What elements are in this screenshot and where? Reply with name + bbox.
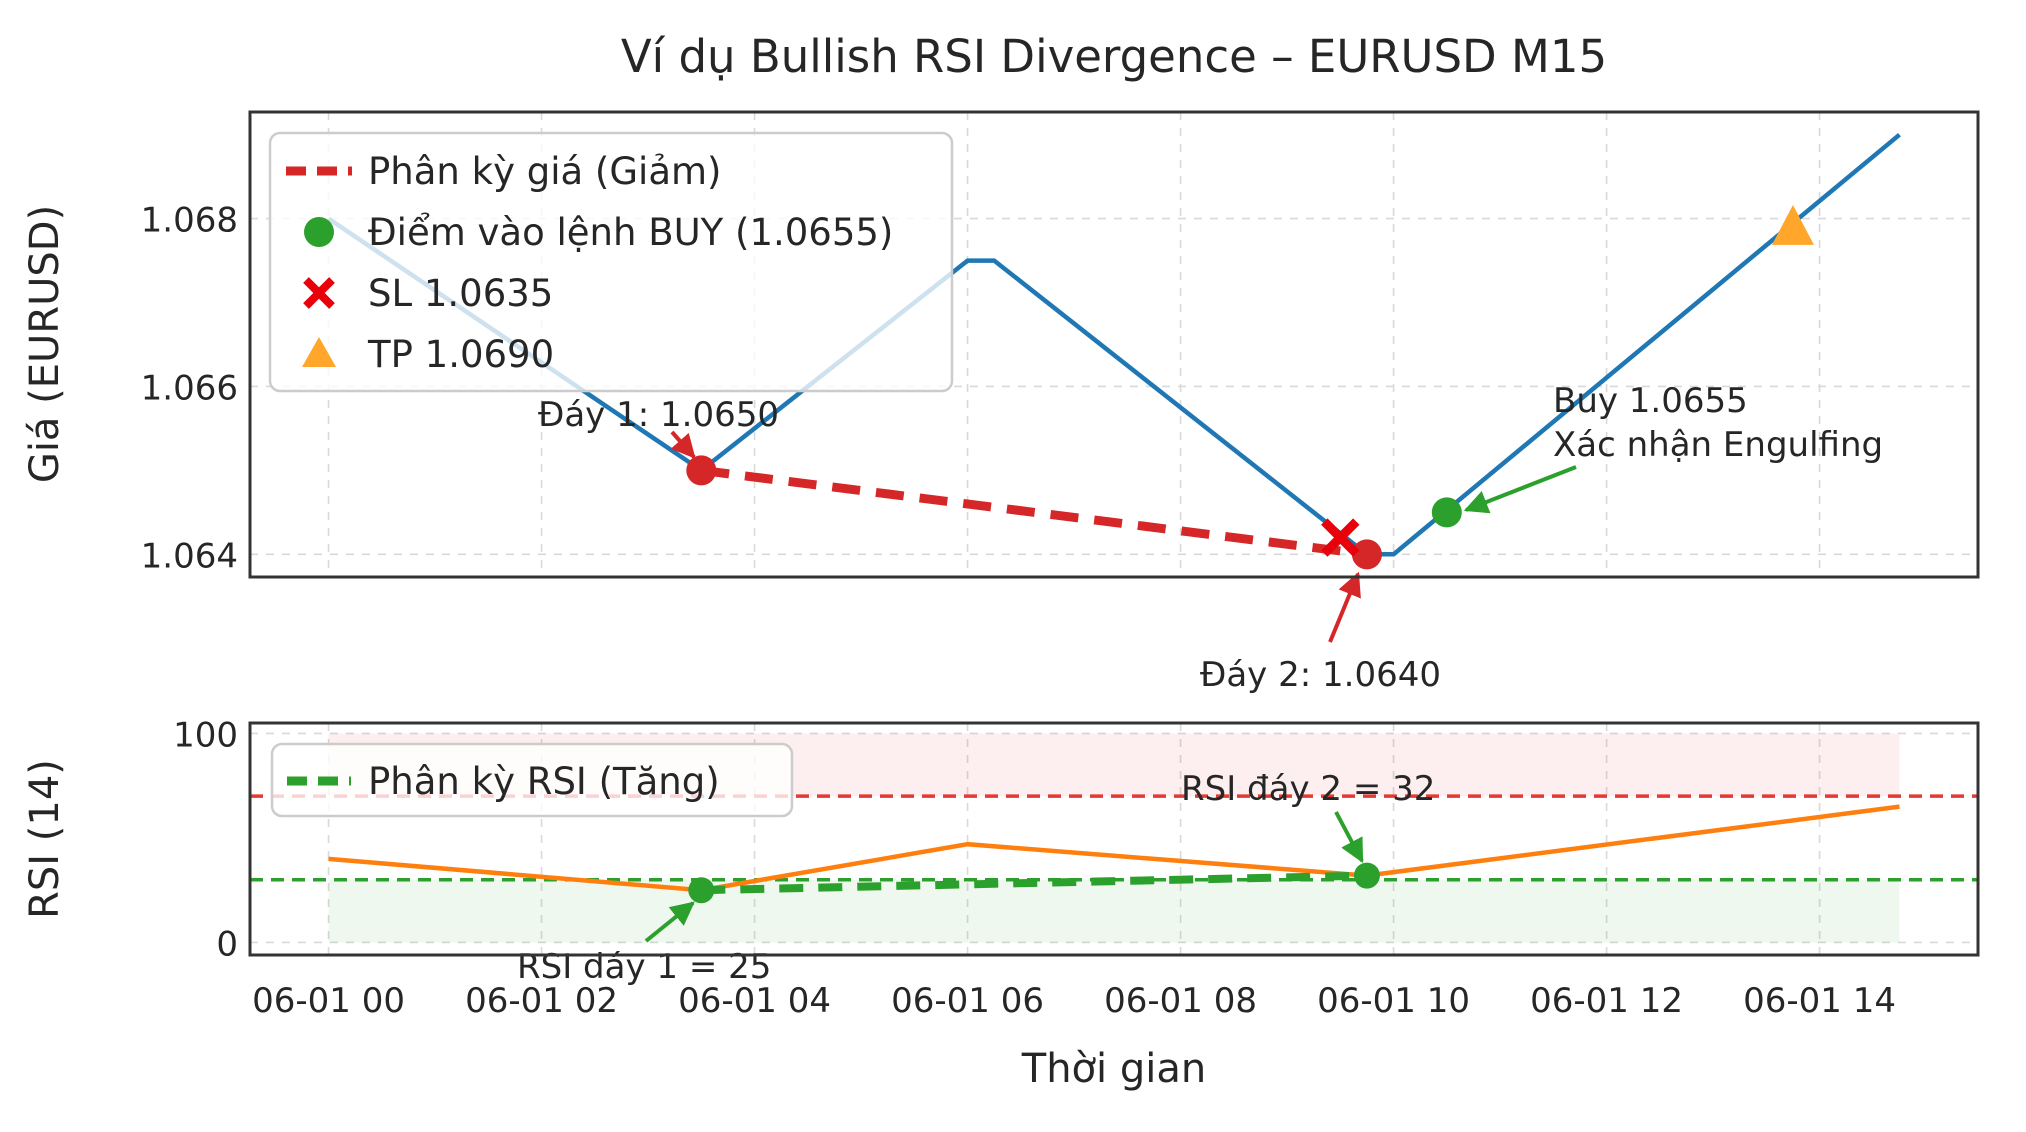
x-tick-label: 06-01 10 [1317, 981, 1470, 1021]
price-y-tick-label: 1.066 [141, 368, 238, 408]
axes-spines [248, 110, 1980, 957]
annotation-bottom-2: Đáy 2: 1.0640 [1200, 571, 1441, 695]
bottom-1-dot [686, 455, 717, 486]
annotation-arrow [644, 901, 695, 943]
rsi-panel-border [248, 721, 1980, 957]
legend-swatch-red-x [303, 277, 335, 309]
annotation-arrow [1334, 811, 1364, 864]
rsi-divergence-line [701, 871, 1367, 895]
rsi-y-axis-label: RSI (14) [22, 759, 68, 919]
take-profit-triangle [1771, 204, 1814, 245]
rsi-y-tick-label: 100 [173, 715, 238, 755]
legend-frame [268, 131, 954, 393]
oversold-zone [328, 879, 1900, 943]
annotation-text: RSI đáy 2 = 32 [1181, 769, 1435, 809]
rsi-bottom-1-dot [688, 877, 715, 904]
gridlines [250, 112, 1978, 955]
x-tick-label: 06-01 02 [465, 981, 618, 1021]
price-y-axis-label: Giá (EURUSD) [22, 205, 68, 483]
annotation-text: Đáy 2: 1.0640 [1200, 655, 1441, 695]
x-tick-label: 06-01 08 [1104, 981, 1257, 1021]
annotations: Đáy 1: 1.0650 Đáy 2: 1.0640 Buy 1.0655Xác … [517, 381, 1883, 987]
price-y-tick-label: 1.068 [141, 201, 238, 241]
annotation-text: Đáy 1: 1.0650 [538, 395, 779, 435]
annotation-rsi-bottom-2: RSI đáy 2 = 32 [1181, 769, 1435, 864]
x-tick-label: 06-01 12 [1530, 981, 1683, 1021]
legend-box: Phân kỳ giá (Giảm) Điểm vào lệnh BUY (1.0… [268, 131, 954, 393]
legend-item-label: SL 1.0635 [368, 272, 553, 315]
legend-item-label: Điểm vào lệnh BUY (1.0655) [368, 211, 893, 254]
trade-markers [686, 204, 1814, 904]
price-panel-border [248, 110, 1980, 579]
rsi-y-tick-label: 0 [216, 924, 238, 964]
price-divergence-line [700, 465, 1368, 559]
x-tick-label: 06-01 00 [252, 981, 405, 1021]
stop-loss-x [1321, 518, 1360, 557]
legend-box: Phân kỳ RSI (Tăng) [270, 742, 794, 818]
tick-labels: 1.068 1.066 1.064 100 0 06-01 00 06-01 02 06-01… [141, 201, 1896, 1021]
bottom-2-dot [1351, 539, 1382, 570]
buy-entry-dot [1431, 497, 1462, 528]
rsi-bottom-2-dot [1353, 862, 1380, 889]
annotation-text: Buy 1.0655 [1553, 381, 1748, 421]
rsi-line [328, 804, 1900, 893]
x-tick-label: 06-01 06 [891, 981, 1044, 1021]
annotation-arrow [1328, 571, 1361, 643]
annotation-bottom-1: Đáy 1: 1.0650 [538, 395, 779, 459]
legend-swatch-orange-triangle [302, 337, 336, 367]
x-tick-label: 06-01 04 [678, 981, 831, 1021]
legend-item-label: Phân kỳ giá (Giảm) [368, 150, 721, 193]
annotation-text: Xác nhận Engulfing [1553, 425, 1883, 465]
legend-item-label: Phân kỳ RSI (Tăng) [368, 760, 720, 803]
x-stroke [1321, 518, 1360, 557]
legends: Phân kỳ giá (Giảm) Điểm vào lệnh BUY (1.0… [268, 131, 954, 818]
price-y-tick-label: 1.064 [141, 536, 238, 576]
legend-swatch-green-dot [304, 217, 334, 247]
annotation-arrow [670, 430, 696, 459]
legend-item-label: TP 1.0690 [367, 333, 554, 376]
x-axis-label: Thời gian [1021, 1046, 1206, 1092]
annotation-arrow [1463, 465, 1577, 514]
chart-title: Ví dụ Bullish RSI Divergence – EURUSD M1… [621, 30, 1607, 83]
x-tick-label: 06-01 14 [1743, 981, 1896, 1021]
legend-frame [270, 742, 794, 818]
